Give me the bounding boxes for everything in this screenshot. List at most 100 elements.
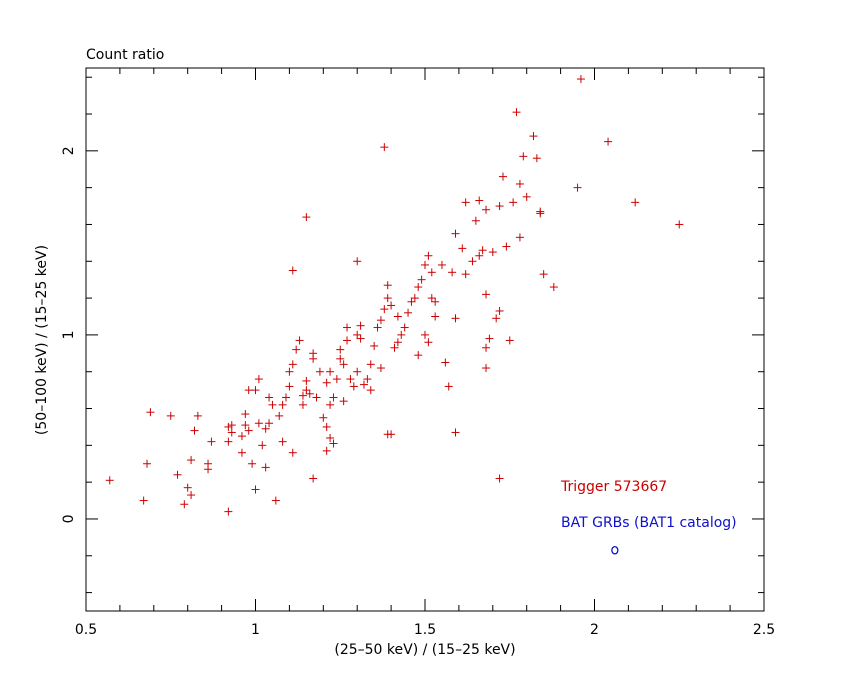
legend-catalog-label: BAT GRBs (BAT1 catalog): [561, 515, 737, 531]
data-point: [326, 367, 335, 376]
chart-title: Count ratio: [86, 47, 164, 63]
y-tick-label: 2: [61, 146, 77, 155]
data-point: [495, 202, 504, 211]
data-point: [427, 294, 436, 303]
data-point: [227, 428, 236, 437]
data-point: [549, 283, 558, 292]
data-point: [383, 294, 392, 303]
data-point: [271, 496, 280, 505]
x-tick-label: 2: [590, 622, 599, 638]
data-point: [193, 411, 202, 420]
data-point: [312, 393, 321, 402]
data-point: [485, 334, 494, 343]
data-point: [441, 358, 450, 367]
data-point: [502, 242, 511, 251]
data-point: [146, 408, 155, 417]
data-point: [251, 386, 260, 395]
data-point: [285, 382, 294, 391]
data-point: [278, 437, 287, 446]
data-point: [515, 233, 524, 242]
data-point: [224, 422, 233, 431]
data-point: [505, 336, 514, 345]
data-point: [451, 229, 460, 238]
data-point: [414, 351, 423, 360]
data-point: [332, 375, 341, 384]
data-point: [421, 260, 429, 269]
data-point: [336, 345, 345, 354]
data-point: [302, 386, 311, 395]
data-point: [265, 419, 274, 428]
data-point: [183, 483, 192, 492]
data-point: [475, 196, 484, 205]
data-point: [343, 323, 352, 332]
data-point: [353, 330, 362, 339]
data-point: [204, 459, 213, 468]
data-point: [309, 474, 318, 483]
data-point: [604, 137, 613, 146]
data-point: [237, 448, 246, 457]
data-point: [227, 421, 236, 430]
data-point: [512, 108, 521, 117]
data-point: [356, 334, 365, 343]
data-point: [322, 422, 331, 431]
data-point: [326, 433, 335, 442]
data-point: [349, 382, 358, 391]
data-point: [475, 251, 484, 260]
data-point: [343, 336, 352, 345]
data-point: [451, 428, 460, 437]
data-point: [305, 389, 314, 398]
data-point: [424, 338, 433, 347]
x-tick-label: 2.5: [753, 622, 775, 638]
data-point: [207, 437, 216, 446]
data-point: [492, 314, 501, 323]
data-point: [346, 375, 355, 384]
data-point: [292, 345, 301, 354]
data-point: [424, 251, 433, 260]
data-point: [576, 75, 585, 84]
data-point: [495, 306, 504, 315]
data-point: [322, 446, 331, 455]
data-point: [254, 375, 263, 384]
data-point: [376, 364, 385, 373]
data-point: [244, 386, 253, 395]
data-point: [515, 179, 524, 188]
data-point: [275, 411, 284, 420]
data-point: [380, 305, 389, 314]
data-point: [498, 172, 507, 181]
data-point: [173, 470, 182, 479]
data-point: [414, 283, 423, 292]
data-point: [427, 268, 436, 277]
data-point: [380, 143, 389, 152]
data-point: [353, 367, 362, 376]
data-point: [166, 411, 175, 420]
data-point: [383, 281, 392, 290]
data-point: [522, 192, 531, 201]
data-point: [339, 397, 348, 406]
data-point: [288, 448, 297, 457]
data-point: [437, 260, 446, 269]
data-point: [261, 424, 270, 433]
data-point: [458, 244, 467, 253]
data-point: [187, 491, 196, 500]
data-point: [393, 338, 402, 347]
data-point: [353, 257, 362, 266]
data-point: [180, 500, 189, 509]
data-point: [265, 393, 274, 402]
data-point: [251, 485, 260, 494]
data-point: [373, 323, 382, 332]
data-point: [468, 257, 477, 266]
data-point: [482, 205, 491, 214]
data-point: [471, 216, 480, 225]
legend-trigger-label: Trigger 573667: [560, 479, 667, 495]
data-point: [407, 297, 416, 306]
data-point: [285, 367, 294, 376]
data-point: [298, 400, 307, 409]
data-point: [302, 213, 311, 222]
data-point: [451, 314, 460, 323]
data-point: [573, 183, 582, 192]
data-point: [366, 386, 375, 395]
data-point: [675, 220, 684, 229]
data-point: [143, 459, 152, 468]
data-point: [244, 426, 253, 435]
data-point: [431, 297, 440, 306]
